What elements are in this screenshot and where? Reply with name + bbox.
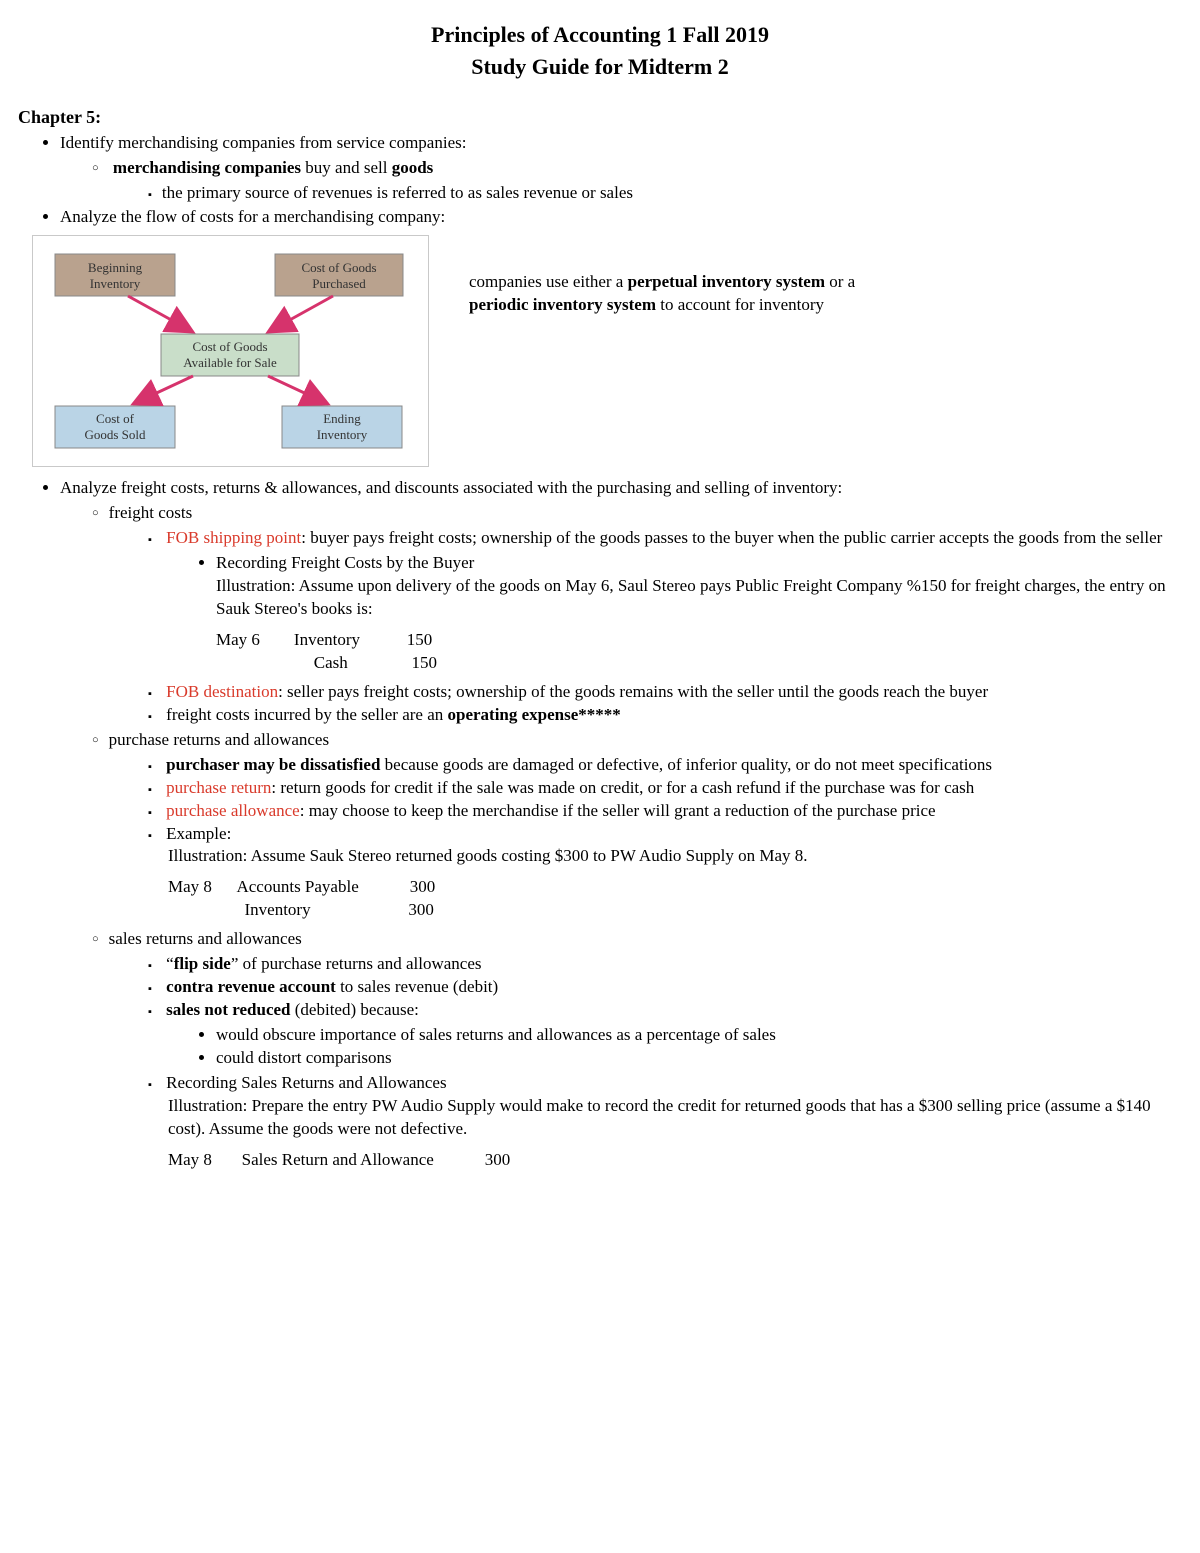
text: : return goods for credit if the sale wa… bbox=[271, 778, 974, 797]
text: merchandising companies bbox=[113, 158, 301, 177]
bullet-sales-not-reduced: sales not reduced (debited) because: wou… bbox=[168, 999, 1182, 1070]
text: Recording Sales Returns and Allowances bbox=[166, 1073, 446, 1092]
text: or a bbox=[825, 272, 855, 291]
text: Analyze the flow of costs for a merchand… bbox=[60, 207, 445, 226]
text: would obscure importance of sales return… bbox=[216, 1025, 776, 1044]
journal-entry-2: May 8 Accounts Payable 300 Inventory 300 bbox=[168, 876, 1182, 922]
svg-text:Inventory: Inventory bbox=[90, 276, 141, 291]
text: because goods are damaged or defective, … bbox=[380, 755, 992, 774]
text: to account for inventory bbox=[656, 295, 824, 314]
doc-title-1: Principles of Accounting 1 Fall 2019 bbox=[18, 20, 1182, 50]
text: operating expense***** bbox=[448, 705, 621, 724]
svg-text:Cost of Goods: Cost of Goods bbox=[192, 339, 267, 354]
svg-text:Ending: Ending bbox=[323, 411, 361, 426]
text: Example: bbox=[166, 824, 231, 843]
bullet-purchase-return: purchase return: return goods for credit… bbox=[168, 777, 1182, 800]
doc-title-2: Study Guide for Midterm 2 bbox=[18, 52, 1182, 82]
illustration-3: Illustration: Prepare the entry PW Audio… bbox=[168, 1095, 1182, 1141]
text: FOB shipping point bbox=[166, 528, 301, 547]
bullet-flow-costs: Analyze the flow of costs for a merchand… bbox=[60, 206, 1182, 229]
text: ” of purchase returns and allowances bbox=[231, 954, 482, 973]
text: Recording Freight Costs by the Buyer bbox=[216, 553, 474, 572]
text: purchase returns and allowances bbox=[109, 730, 329, 749]
text: goods bbox=[392, 158, 434, 177]
inventory-system-note: companies use either a perpetual invento… bbox=[469, 271, 909, 317]
cost-flow-diagram: Beginning Inventory Cost of Goods Purcha… bbox=[32, 235, 429, 467]
bullet-freight-costs: freight costs FOB shipping point: buyer … bbox=[112, 502, 1182, 726]
journal-entry-1: May 6 Inventory 150 Cash 150 bbox=[216, 629, 1182, 675]
bullet-sales-ra: sales returns and allowances “flip side”… bbox=[112, 928, 1182, 1171]
svg-text:Cost of: Cost of bbox=[96, 411, 135, 426]
bullet-fob-destination: FOB destination: seller pays freight cos… bbox=[168, 681, 1182, 704]
svg-text:Beginning: Beginning bbox=[88, 260, 143, 275]
journal-entry-3: May 8 Sales Return and Allowance 300 bbox=[168, 1149, 1182, 1172]
bullet-purchaser-dissatisfied: purchaser may be dissatisfied because go… bbox=[168, 754, 1182, 777]
text: purchase return bbox=[166, 778, 271, 797]
bullet-analyze-freight: Analyze freight costs, returns & allowan… bbox=[60, 477, 1182, 1171]
text: could distort comparisons bbox=[216, 1048, 392, 1067]
bullet-example: Example: Illustration: Assume Sauk Stere… bbox=[168, 823, 1182, 923]
text: : buyer pays freight costs; ownership of… bbox=[301, 528, 1162, 547]
bullet-merch: merchandising companies buy and sell goo… bbox=[112, 157, 1182, 205]
text: FOB destination bbox=[166, 682, 278, 701]
svg-text:Available for Sale: Available for Sale bbox=[183, 355, 277, 370]
text: Identify merchandising companies from se… bbox=[60, 133, 466, 152]
text: : may choose to keep the merchandise if … bbox=[300, 801, 936, 820]
text: sales not reduced bbox=[166, 1000, 290, 1019]
text: purchaser may be dissatisfied bbox=[166, 755, 380, 774]
text: sales returns and allowances bbox=[109, 929, 302, 948]
bullet-recording-freight: Recording Freight Costs by the Buyer Ill… bbox=[216, 552, 1182, 675]
text: “ bbox=[166, 954, 174, 973]
text: perpetual inventory system bbox=[628, 272, 825, 291]
bullet-purchase-allowance: purchase allowance: may choose to keep t… bbox=[168, 800, 1182, 823]
illustration-1: Illustration: Assume upon delivery of th… bbox=[216, 575, 1182, 621]
illustration-2: Illustration: Assume Sauk Stereo returne… bbox=[168, 845, 1182, 868]
bullet-distort: could distort comparisons bbox=[216, 1047, 1182, 1070]
text: periodic inventory system bbox=[469, 295, 656, 314]
text: freight costs incurred by the seller are… bbox=[166, 705, 447, 724]
bullet-flip-side: “flip side” of purchase returns and allo… bbox=[168, 953, 1182, 976]
text: to sales revenue (debit) bbox=[336, 977, 498, 996]
chapter-heading: Chapter 5: bbox=[18, 105, 1182, 129]
bullet-contra-revenue: contra revenue account to sales revenue … bbox=[168, 976, 1182, 999]
text: purchase allowance bbox=[166, 801, 300, 820]
text: Analyze freight costs, returns & allowan… bbox=[60, 478, 842, 497]
bullet-primary-source: the primary source of revenues is referr… bbox=[168, 182, 1182, 205]
bullet-identify: Identify merchandising companies from se… bbox=[60, 132, 1182, 205]
svg-text:Inventory: Inventory bbox=[317, 427, 368, 442]
bullet-recording-sra: Recording Sales Returns and Allowances I… bbox=[168, 1072, 1182, 1172]
bullet-fob-shipping: FOB shipping point: buyer pays freight c… bbox=[168, 527, 1182, 675]
text: freight costs bbox=[109, 503, 193, 522]
bullet-freight-operating: freight costs incurred by the seller are… bbox=[168, 704, 1182, 727]
bullet-purchase-ra: purchase returns and allowances purchase… bbox=[112, 729, 1182, 923]
text: the primary source of revenues is referr… bbox=[162, 183, 633, 202]
svg-text:Purchased: Purchased bbox=[312, 276, 366, 291]
svg-text:Goods Sold: Goods Sold bbox=[84, 427, 146, 442]
text: (debited) because: bbox=[291, 1000, 419, 1019]
text: flip side bbox=[174, 954, 231, 973]
text: companies use either a bbox=[469, 272, 628, 291]
text: contra revenue account bbox=[166, 977, 336, 996]
text: : seller pays freight costs; ownership o… bbox=[278, 682, 988, 701]
bullet-obscure: would obscure importance of sales return… bbox=[216, 1024, 1182, 1047]
svg-text:Cost of Goods: Cost of Goods bbox=[301, 260, 376, 275]
text: buy and sell bbox=[301, 158, 392, 177]
